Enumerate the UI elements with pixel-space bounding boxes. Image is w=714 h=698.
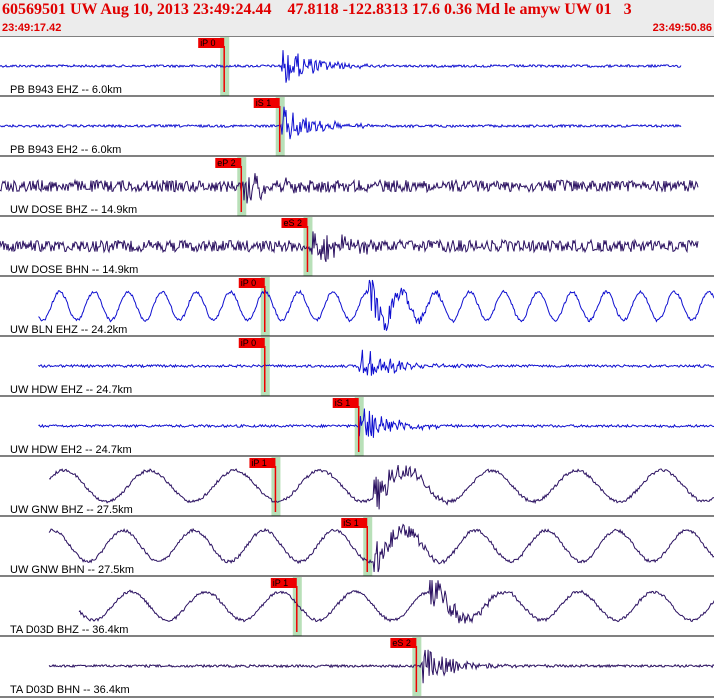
pick-label: iP 0 [198, 38, 225, 48]
trace-panel: iS 1 UW GNW BHN -- 27.5km [0, 515, 714, 576]
waveform-trace [38, 279, 714, 331]
station-label: UW GNW BHZ -- 27.5km [10, 504, 133, 516]
pick-label-text: iP 0 [241, 278, 256, 288]
waveform-trace [0, 173, 699, 204]
pick-label-box [253, 98, 280, 108]
pick-label-box [249, 458, 276, 468]
trace-panel: iP 0 UW HDW EHZ -- 24.7km [0, 335, 714, 396]
pick-label-text: iS 1 [256, 98, 272, 108]
pick-label: eP 2 [215, 158, 242, 168]
trace-panel: iP 1 TA D03D BHZ -- 36.4km [0, 575, 714, 636]
pick-label-box [238, 338, 265, 348]
pick-label-text: iP 1 [251, 458, 266, 468]
pick-label-text: iP 0 [241, 338, 256, 348]
station-label: TA D03D BHZ -- 36.4km [10, 624, 128, 636]
trace-panel: eS 2 TA D03D BHN -- 36.4km [0, 635, 714, 696]
seismogram-plot: iP 0 PB B943 EHZ -- 6.0km iS 1 PB B943 EH2 … [0, 36, 714, 698]
pick-label: eS 2 [281, 218, 308, 228]
trace-panel: iP 0 PB B943 EHZ -- 6.0km [0, 36, 714, 96]
event-title: 60569501 UW Aug 10, 2013 23:49:24.44 47.… [2, 1, 632, 18]
pick-label: iP 1 [270, 578, 297, 588]
waveform-trace [0, 231, 699, 262]
pick-label: iP 1 [249, 458, 276, 468]
time-start-label: 23:49:17.42 [2, 22, 62, 34]
station-label: PB B943 EH2 -- 6.0km [10, 144, 121, 156]
pick-label-box [281, 218, 308, 228]
trace-panel: iP 1 UW GNW BHZ -- 27.5km [0, 455, 714, 516]
station-label: PB B943 EHZ -- 6.0km [10, 84, 122, 96]
pick-label-box [341, 518, 368, 528]
station-label: UW HDW EH2 -- 24.7km [10, 444, 132, 456]
pick-label-text: eP 2 [217, 158, 235, 168]
trace-panel: eP 2 UW DOSE BHZ -- 14.9km [0, 155, 714, 216]
pick-label-box [390, 638, 417, 648]
pick-label: iS 1 [341, 518, 368, 528]
waveform-trace [78, 579, 714, 624]
pick-label-text: eS 2 [283, 218, 302, 228]
time-end-label: 23:49:50.86 [652, 22, 712, 34]
pick-label-text: iP 0 [200, 38, 215, 48]
pick-label: eS 2 [390, 638, 417, 648]
waveform-trace [0, 106, 682, 140]
station-label: UW DOSE BHZ -- 14.9km [10, 204, 137, 216]
trace-panel: iS 1 UW HDW EH2 -- 24.7km [0, 395, 714, 456]
station-label: TA D03D BHN -- 36.4km [10, 684, 130, 696]
pick-label: iP 0 [238, 278, 265, 288]
waveform-trace [0, 50, 682, 83]
trace-panel: iP 0 UW BLN EHZ -- 24.2km [0, 275, 714, 336]
pick-label-text: eS 2 [392, 638, 411, 648]
waveform-trace [38, 349, 714, 376]
trace-panel: eS 2 UW DOSE BHN -- 14.9km [0, 215, 714, 276]
station-label: UW DOSE BHN -- 14.9km [10, 264, 138, 276]
pick-label-text: iS 1 [335, 398, 351, 408]
station-label: UW GNW BHN -- 27.5km [10, 564, 134, 576]
waveform-trace [48, 465, 714, 510]
waveform-trace [38, 408, 714, 438]
pick-label: iS 1 [253, 98, 280, 108]
pick-label-text: iS 1 [343, 518, 359, 528]
station-label: UW BLN EHZ -- 24.2km [10, 324, 127, 336]
pick-label: iS 1 [332, 398, 359, 408]
pick-label-text: iP 1 [273, 578, 288, 588]
header-bar: 60569501 UW Aug 10, 2013 23:49:24.44 47.… [0, 0, 714, 36]
waveform-trace [48, 523, 714, 573]
pick-label-box [238, 278, 265, 288]
pick-label-box [332, 398, 359, 408]
station-label: UW HDW EHZ -- 24.7km [10, 384, 132, 396]
pick-label-box [215, 158, 242, 168]
waveform-trace [48, 649, 714, 684]
pick-label-box [270, 578, 297, 588]
pick-label-box [198, 38, 225, 48]
trace-panel: iS 1 PB B943 EH2 -- 6.0km [0, 95, 714, 156]
pick-label: iP 0 [238, 338, 265, 348]
